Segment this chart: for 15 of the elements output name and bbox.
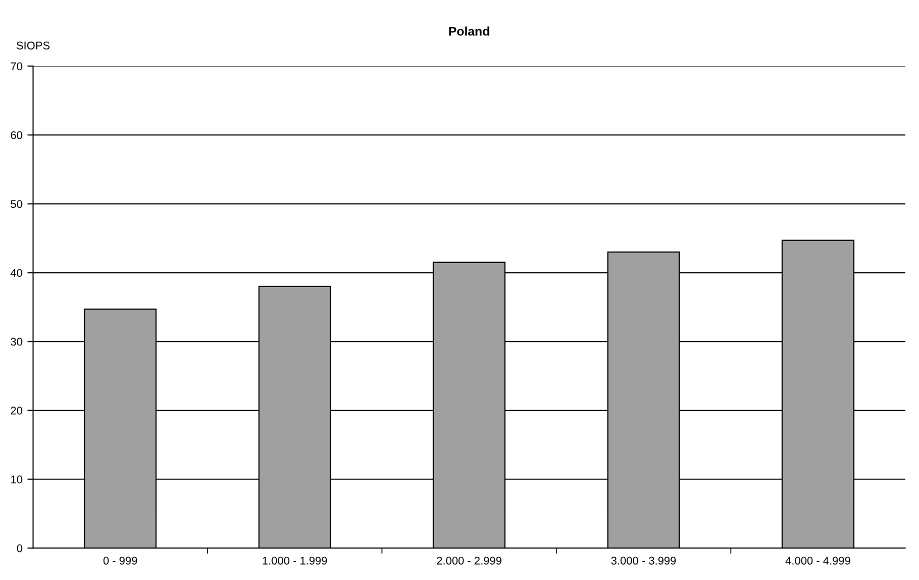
y-tick-label: 60: [10, 131, 22, 140]
x-tick-label: 4.000 - 4.999: [786, 556, 850, 565]
y-tick-label: 40: [10, 268, 22, 277]
y-tick-label: 50: [10, 200, 22, 208]
y-tick-label: 20: [10, 406, 22, 415]
y-tick-label: 10: [11, 476, 22, 484]
x-tick-label: 2.000 - 2.999: [436, 556, 502, 565]
x-tick-label: 0 - 999: [103, 556, 138, 565]
x-tick-label: 3.000 - 3.999: [611, 556, 676, 565]
x-tick-label: 1.000 - 1.999: [262, 556, 327, 565]
y-tick-label: 70: [10, 62, 22, 70]
y-tick-label: 30: [10, 338, 22, 346]
chart-title: Poland: [449, 26, 490, 36]
y-axis-title: SIOPS: [16, 42, 50, 50]
y-tick-label: 0: [16, 544, 22, 552]
